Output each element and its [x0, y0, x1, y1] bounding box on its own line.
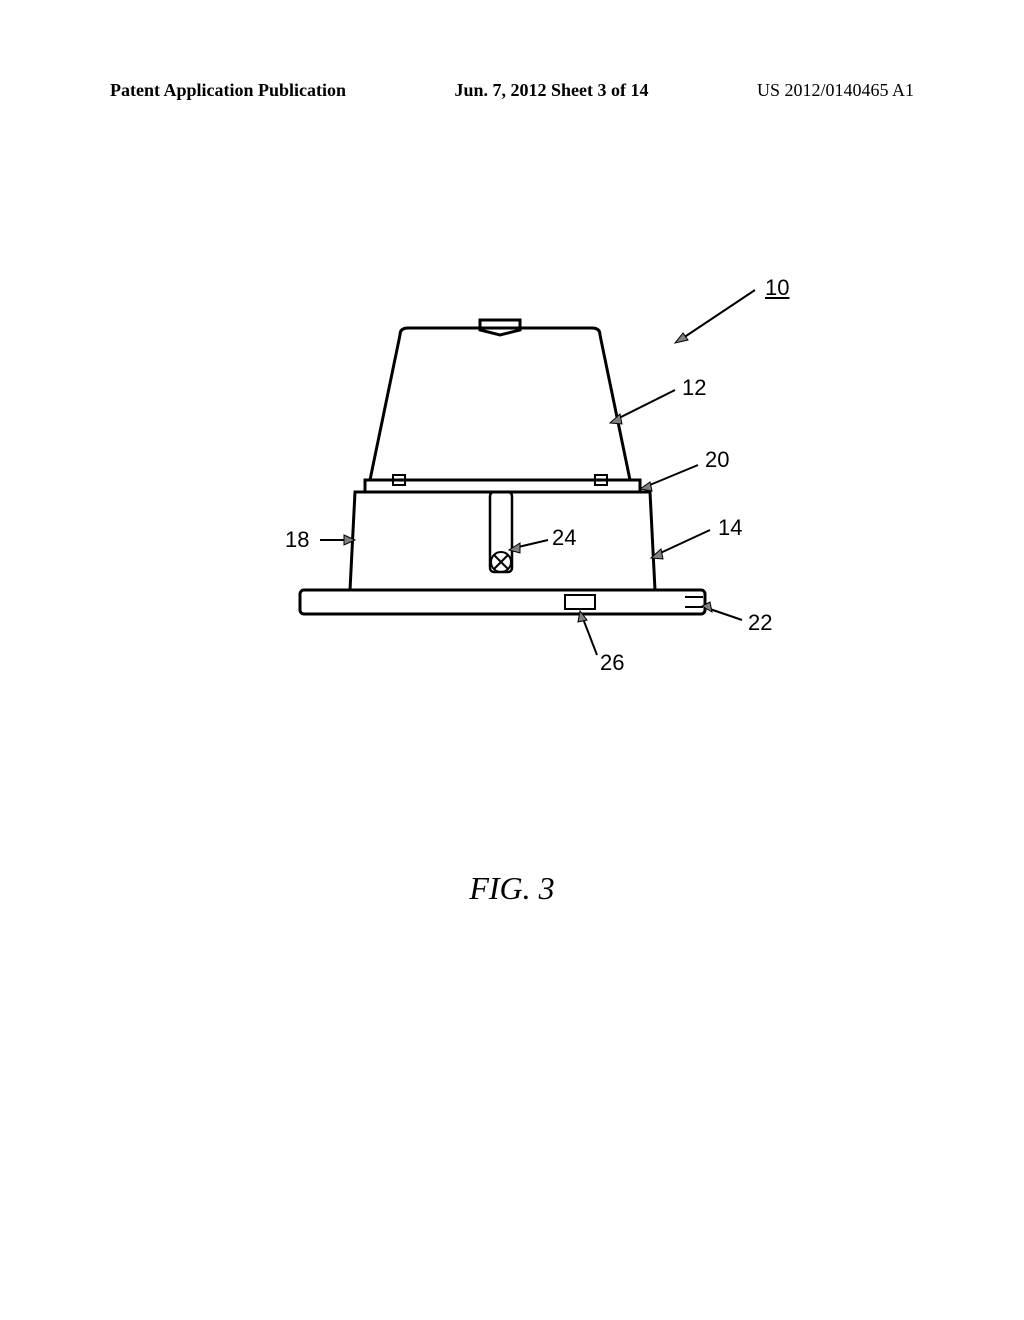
ref-label-14: 14: [718, 515, 742, 541]
ref-label-18: 18: [285, 527, 309, 553]
figure-caption: FIG. 3: [0, 870, 1024, 907]
patent-figure-drawing: 10 12 20 14 18 24 22 26: [150, 280, 870, 780]
ref-label-26: 26: [600, 650, 624, 676]
figure-svg: [150, 280, 870, 780]
ref-label-20: 20: [705, 447, 729, 473]
header-date-sheet: Jun. 7, 2012 Sheet 3 of 14: [454, 80, 648, 101]
page-header: Patent Application Publication Jun. 7, 2…: [0, 80, 1024, 101]
ref-label-24: 24: [552, 525, 576, 551]
ref-label-12: 12: [682, 375, 706, 401]
header-publication-number: US 2012/0140465 A1: [757, 80, 914, 101]
ref-label-10: 10: [765, 275, 789, 301]
header-publication-type: Patent Application Publication: [110, 80, 346, 101]
ref-label-22: 22: [748, 610, 772, 636]
